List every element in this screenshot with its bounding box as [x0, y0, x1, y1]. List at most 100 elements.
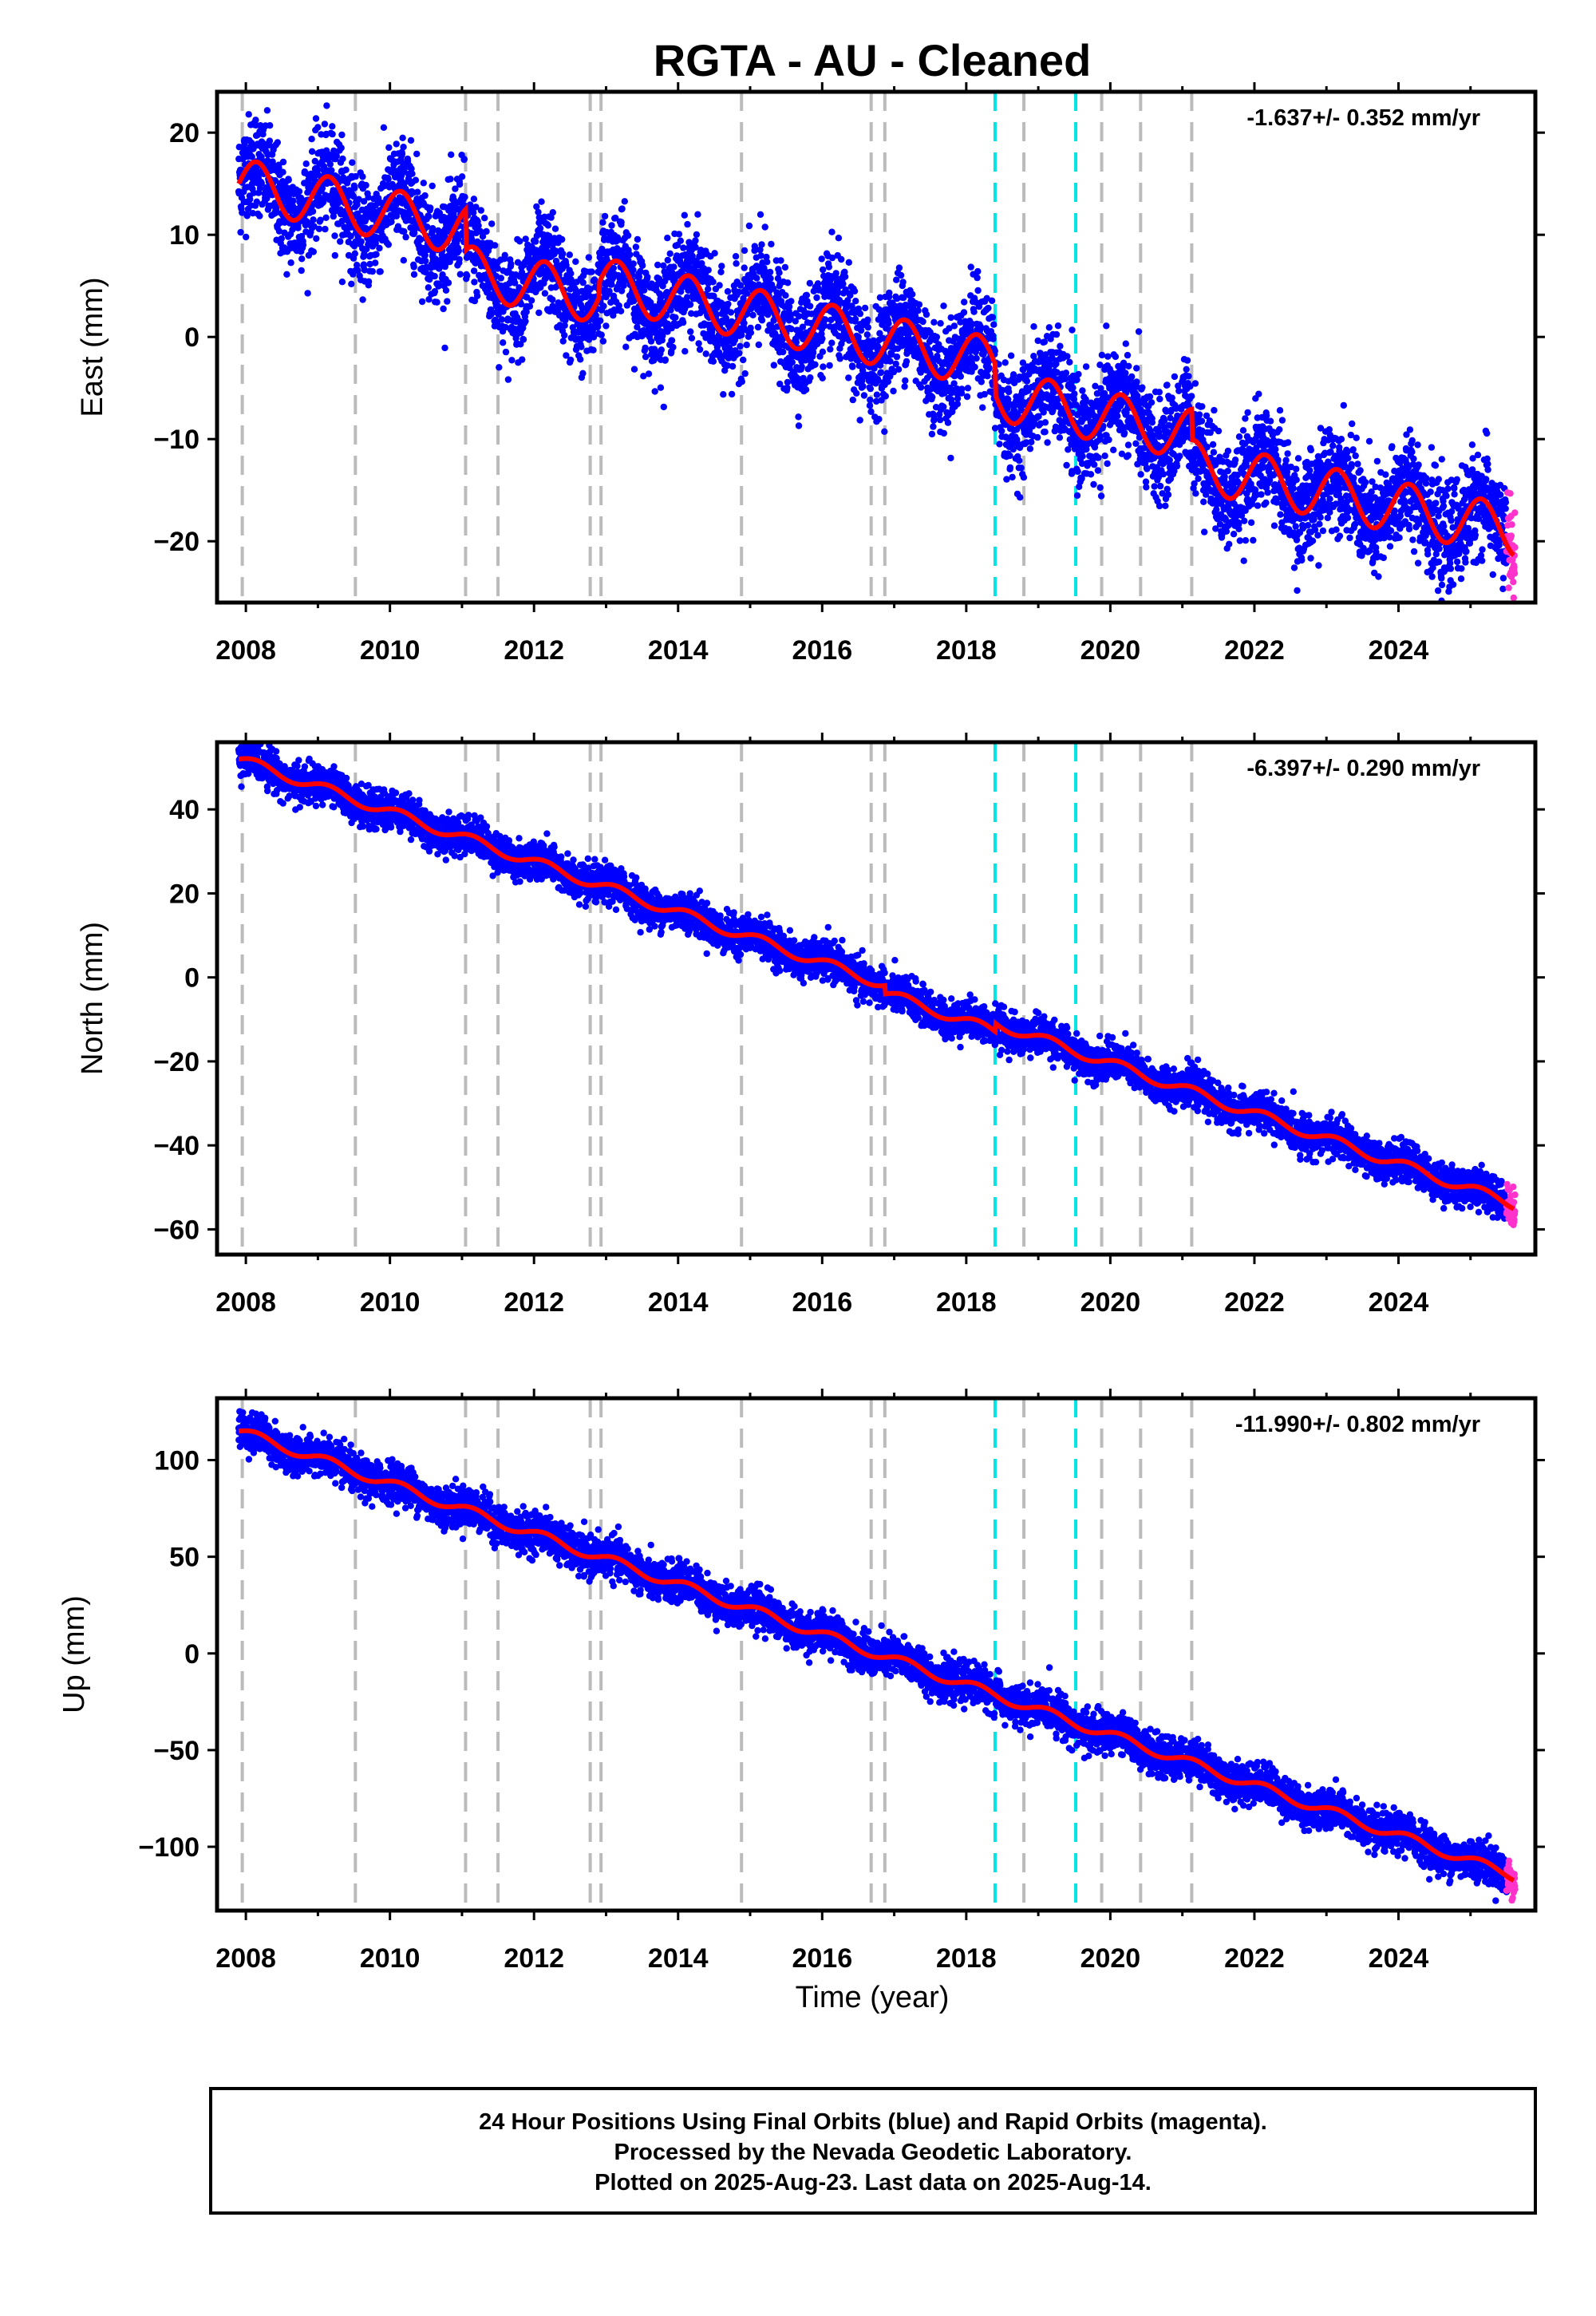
final-orbit-point: [1104, 460, 1111, 468]
final-orbit-point: [589, 327, 596, 334]
final-orbit-point: [407, 136, 415, 144]
final-orbit-point: [1120, 429, 1128, 437]
final-orbit-point: [675, 231, 683, 238]
final-orbit-point: [795, 422, 803, 429]
final-orbit-point: [630, 267, 637, 274]
final-orbit-point: [1009, 371, 1017, 378]
final-orbit-point: [249, 210, 257, 217]
final-orbit-point: [315, 192, 322, 200]
final-orbit-point: [425, 284, 432, 291]
final-orbit-point: [1124, 441, 1132, 449]
final-orbit-point: [1156, 502, 1163, 510]
final-orbit-point: [618, 205, 626, 212]
final-orbit-point: [1148, 419, 1156, 426]
final-orbit-point: [579, 370, 587, 377]
final-orbit-point: [820, 322, 828, 330]
final-orbit-point: [432, 255, 439, 263]
final-orbit-point: [819, 348, 827, 355]
final-orbit-point: [563, 352, 570, 359]
final-orbit-point: [1005, 388, 1013, 396]
final-orbit-point: [693, 231, 701, 239]
final-orbit-point: [1030, 323, 1037, 330]
final-orbit-point: [990, 335, 997, 342]
final-orbit-point: [1003, 476, 1010, 483]
final-orbit-point: [944, 419, 952, 426]
final-orbit-point: [354, 262, 361, 269]
final-orbit-point: [315, 225, 323, 232]
final-orbit-point: [753, 275, 760, 282]
final-orbit-point: [330, 147, 338, 155]
final-orbit-point: [612, 214, 619, 222]
final-orbit-point: [820, 266, 827, 274]
final-orbit-point: [275, 164, 282, 172]
final-orbit-point: [321, 121, 329, 128]
final-orbit-point: [538, 198, 545, 205]
final-orbit-point: [777, 257, 784, 264]
final-orbit-point: [973, 354, 980, 362]
final-orbit-point: [1143, 484, 1150, 491]
final-orbit-point: [877, 369, 885, 376]
final-orbit-point: [431, 272, 438, 280]
final-orbit-point: [317, 216, 324, 223]
final-orbit-point: [299, 241, 307, 249]
final-orbit-point: [1195, 475, 1202, 482]
final-orbit-point: [852, 298, 859, 305]
final-orbit-point: [964, 385, 972, 392]
final-orbit-point: [1122, 340, 1130, 347]
final-orbit-point: [692, 237, 699, 244]
final-orbit-point: [1017, 494, 1024, 501]
final-orbit-point: [410, 263, 417, 271]
final-orbit-point: [740, 356, 747, 364]
final-orbit-point: [559, 235, 566, 243]
final-orbit-point: [323, 102, 330, 109]
final-orbit-point: [606, 287, 613, 294]
final-orbit-point: [897, 271, 905, 279]
final-orbit-point: [989, 314, 997, 321]
final-orbit-point: [1023, 377, 1031, 385]
final-orbit-point: [429, 182, 436, 190]
final-orbit-point: [393, 140, 400, 148]
final-orbit-point: [511, 279, 519, 287]
final-orbit-point: [664, 235, 671, 242]
final-orbit-point: [615, 302, 622, 310]
final-orbit-point: [784, 279, 792, 287]
final-orbit-point: [851, 315, 859, 323]
final-orbit-point: [758, 241, 765, 248]
final-orbit-point: [399, 134, 406, 141]
final-orbit-point: [348, 280, 355, 287]
final-orbit-point: [818, 255, 825, 263]
final-orbit-point: [1090, 480, 1097, 488]
final-orbit-point: [1041, 429, 1049, 436]
final-orbit-point: [986, 364, 993, 372]
final-orbit-point: [664, 256, 671, 264]
final-orbit-point: [549, 209, 556, 216]
final-orbit-point: [544, 222, 552, 229]
final-orbit-point: [679, 318, 687, 326]
final-orbit-point: [373, 251, 380, 258]
final-orbit-point: [1034, 433, 1041, 441]
final-orbit-point: [1066, 358, 1073, 366]
final-orbit-point: [519, 336, 527, 343]
final-orbit-point: [1162, 502, 1169, 509]
final-orbit-point: [253, 198, 260, 205]
final-orbit-point: [741, 247, 749, 255]
final-orbit-point: [442, 287, 450, 294]
final-orbit-point: [470, 209, 477, 216]
final-orbit-point: [718, 263, 725, 270]
final-orbit-point: [421, 251, 429, 259]
final-orbit-point: [1163, 485, 1171, 492]
final-orbit-point: [252, 117, 259, 124]
final-orbit-point: [784, 378, 792, 386]
final-orbit-point: [933, 334, 941, 341]
final-orbit-point: [974, 267, 982, 275]
final-orbit-point: [638, 262, 646, 269]
final-orbit-point: [279, 168, 286, 176]
final-orbit-point: [851, 287, 859, 294]
final-orbit-point: [471, 297, 479, 305]
final-orbit-point: [758, 317, 766, 324]
final-orbit-point: [351, 184, 358, 192]
final-orbit-point: [687, 328, 694, 335]
final-orbit-point: [355, 196, 362, 203]
final-orbit-point: [338, 131, 346, 139]
final-orbit-point: [967, 263, 974, 271]
